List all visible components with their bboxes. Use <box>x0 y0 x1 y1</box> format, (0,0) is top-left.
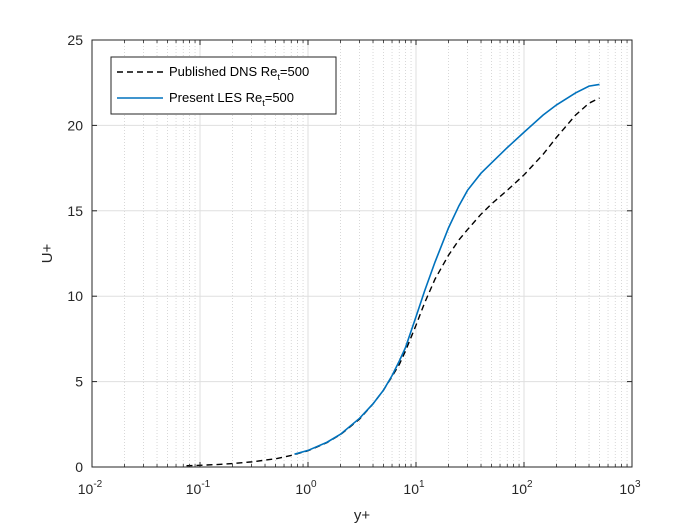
x-tick-label: 100 <box>295 479 317 497</box>
y-tick-label: 20 <box>67 117 83 133</box>
legend-entry-present-les-tail: =500 <box>265 90 294 105</box>
legend-box <box>110 56 337 115</box>
x-tick-label: 10-1 <box>186 479 211 497</box>
x-tick-label-exponent: 1 <box>419 479 425 490</box>
legend-entry-published-dns: Published DNS Ret=500 <box>169 64 309 82</box>
x-tick-label-base: 10 <box>78 481 94 497</box>
legend-entry-published-dns-subscript: t <box>277 72 280 82</box>
x-tick-label-exponent: -2 <box>93 479 102 490</box>
x-tick-label: 102 <box>511 479 533 497</box>
x-tick-label: 101 <box>403 479 425 497</box>
y-tick-label: 10 <box>67 288 83 304</box>
y-tick-label: 15 <box>67 203 83 219</box>
x-tick-label-base: 10 <box>403 481 419 497</box>
legend-entry-published-dns-tail: =500 <box>280 64 309 79</box>
legend-entry-present-les-subscript: t <box>262 98 265 108</box>
x-tick-label-base: 10 <box>186 481 202 497</box>
axes-box <box>91 39 633 468</box>
tick-marks <box>91 39 633 468</box>
y-tick-label: 5 <box>75 374 83 390</box>
x-tick-label-base: 10 <box>511 481 527 497</box>
x-tick-labels: 10-2 10-1 100 101 102 103 <box>78 479 641 497</box>
series-line-present-les <box>294 83 600 455</box>
x-tick-label: 103 <box>619 479 641 497</box>
x-tick-label-exponent: 3 <box>635 479 641 490</box>
x-tick-label-base: 10 <box>619 481 635 497</box>
series-line-published-dns <box>186 97 600 467</box>
minor-grid <box>124 40 628 467</box>
y-axis-label: U+ <box>39 243 56 263</box>
x-axis-label: y+ <box>354 507 371 524</box>
legend-entry-present-les-main: Present LES Re <box>169 90 262 105</box>
x-tick-label-exponent: -1 <box>201 479 210 490</box>
legend-entry-present-les: Present LES Ret=500 <box>169 90 294 108</box>
x-tick-label-base: 10 <box>295 481 311 497</box>
y-tick-labels: 0 5 10 15 20 25 <box>67 32 83 475</box>
x-tick-label: 10-2 <box>78 479 103 497</box>
x-tick-label-exponent: 0 <box>311 479 317 490</box>
series-layer <box>186 83 600 467</box>
y-tick-label: 25 <box>67 32 83 48</box>
x-tick-label-exponent: 2 <box>527 479 533 490</box>
legend-entry-published-dns-main: Published DNS Re <box>169 64 277 79</box>
y-tick-label: 0 <box>75 459 83 475</box>
legend: Published DNS Ret=500 Present LES Ret=50… <box>110 56 337 115</box>
